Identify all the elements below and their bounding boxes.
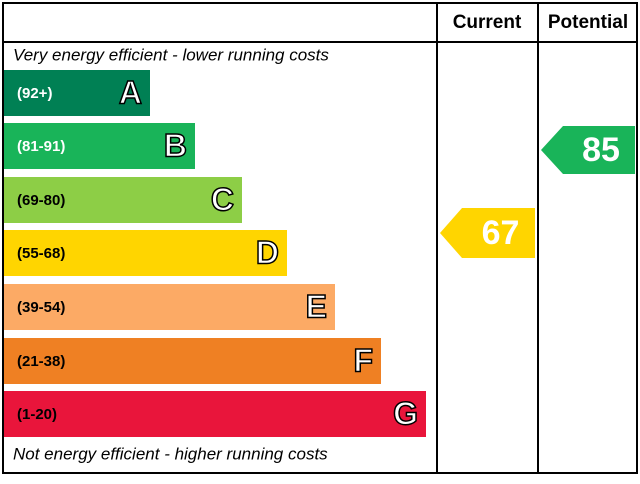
current-arrow [440, 208, 535, 258]
potential-rating: 85 [582, 131, 620, 169]
band-range: (81-91) [17, 138, 65, 155]
header-potential: Potential [548, 12, 628, 33]
band-range: (21-38) [17, 353, 65, 370]
band-letter: B [164, 127, 187, 163]
band-range: (1-20) [17, 406, 57, 423]
potential-arrow [541, 126, 635, 174]
band-bar [4, 123, 195, 169]
band-bar [4, 177, 242, 223]
band-letter: E [306, 288, 327, 324]
band-range: (39-54) [17, 299, 65, 316]
band-letter: C [211, 181, 234, 217]
band-bar [4, 391, 426, 437]
current-rating: 67 [482, 214, 520, 252]
header-current: Current [453, 12, 522, 33]
top-note: Very energy efficient - lower running co… [13, 45, 329, 64]
band-bar [4, 338, 381, 384]
bands: (92+) A (81-91) B (69-80) C (55-68) D (39-54) E (2… [4, 70, 426, 437]
band-range: (92+) [17, 85, 52, 102]
band-range: (69-80) [17, 192, 65, 209]
band-letter: D [256, 234, 279, 270]
band-letter: A [119, 74, 142, 110]
band-letter: G [393, 395, 418, 431]
band-bar [4, 70, 150, 116]
band-letter: F [353, 342, 373, 378]
ratings: 67 85 [440, 126, 635, 258]
band-bar [4, 230, 287, 276]
band-range: (55-68) [17, 245, 65, 262]
band-bar [4, 284, 335, 330]
bottom-note: Not energy efficient - higher running co… [13, 444, 328, 463]
